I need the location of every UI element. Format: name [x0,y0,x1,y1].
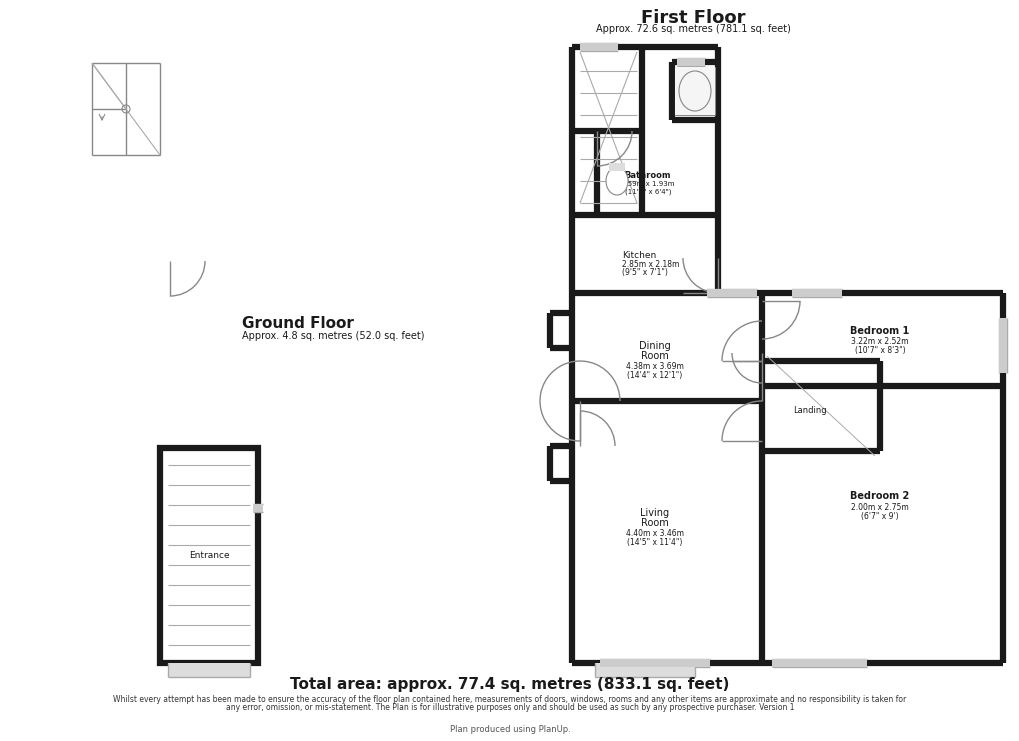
Bar [675,67,714,115]
Text: Entrance: Entrance [189,551,229,560]
Bar [677,58,704,66]
Bar [998,318,1006,373]
Text: 2.85m x 2.18m: 2.85m x 2.18m [622,261,679,270]
Bar [791,289,841,297]
Text: Bedroom 1: Bedroom 1 [850,326,909,336]
Bar [253,504,263,512]
Bar [706,289,756,297]
Bar [608,163,625,171]
Bar [549,446,572,481]
Text: Ground Floor: Ground Floor [242,316,354,331]
Bar [580,43,618,51]
Text: (9'5" x 7'1"): (9'5" x 7'1") [622,268,667,277]
Bar [599,659,709,667]
Text: (6'7" x 9'): (6'7" x 9') [860,511,898,520]
Text: Whilst every attempt has been made to ensure the accuracy of the floor plan cont: Whilst every attempt has been made to en… [113,696,906,705]
Text: Bathroom: Bathroom [624,171,671,181]
Text: Kitchen: Kitchen [622,251,655,261]
Text: (10'7" x 8'3"): (10'7" x 8'3") [854,347,905,356]
Bar [771,659,866,667]
Text: Total area: approx. 77.4 sq. metres (833.1 sq. feet): Total area: approx. 77.4 sq. metres (833… [290,677,729,691]
Text: (11'9" x 6'4"): (11'9" x 6'4") [624,189,671,195]
Text: Dining: Dining [639,341,671,351]
Text: any error, omission, or mis-statement. The Plan is for illustrative purposes onl: any error, omission, or mis-statement. T… [225,703,794,713]
Ellipse shape [605,167,628,195]
Text: Bedroom 2: Bedroom 2 [850,491,909,501]
Text: 3.22m x 2.52m: 3.22m x 2.52m [851,337,908,347]
Text: 4.38m x 3.69m: 4.38m x 3.69m [626,362,684,371]
Text: (14'5" x 11'4"): (14'5" x 11'4") [627,539,682,548]
Bar [160,448,258,663]
Text: Approx. 4.8 sq. metres (52.0 sq. feet): Approx. 4.8 sq. metres (52.0 sq. feet) [242,331,424,341]
Text: Approx. 72.6 sq. metres (781.1 sq. feet): Approx. 72.6 sq. metres (781.1 sq. feet) [595,24,790,34]
Text: First Floor: First Floor [640,9,745,27]
Text: Room: Room [641,351,668,361]
Text: Plan produced using PlanUp.: Plan produced using PlanUp. [449,725,570,734]
Text: 4.40m x 3.46m: 4.40m x 3.46m [626,530,684,539]
Text: (14'4" x 12'1"): (14'4" x 12'1") [627,371,682,380]
Bar [572,293,1002,663]
Text: Landing: Landing [793,407,826,416]
Text: Room: Room [641,518,668,528]
Bar [572,47,717,215]
Text: 2.00m x 2.75m: 2.00m x 2.75m [850,502,908,511]
Bar [594,663,694,677]
Bar [168,663,250,677]
Bar [572,215,717,293]
Text: 3.59m x 1.93m: 3.59m x 1.93m [621,181,675,187]
Text: Living: Living [640,508,668,518]
Bar [549,313,572,348]
Ellipse shape [679,71,710,111]
